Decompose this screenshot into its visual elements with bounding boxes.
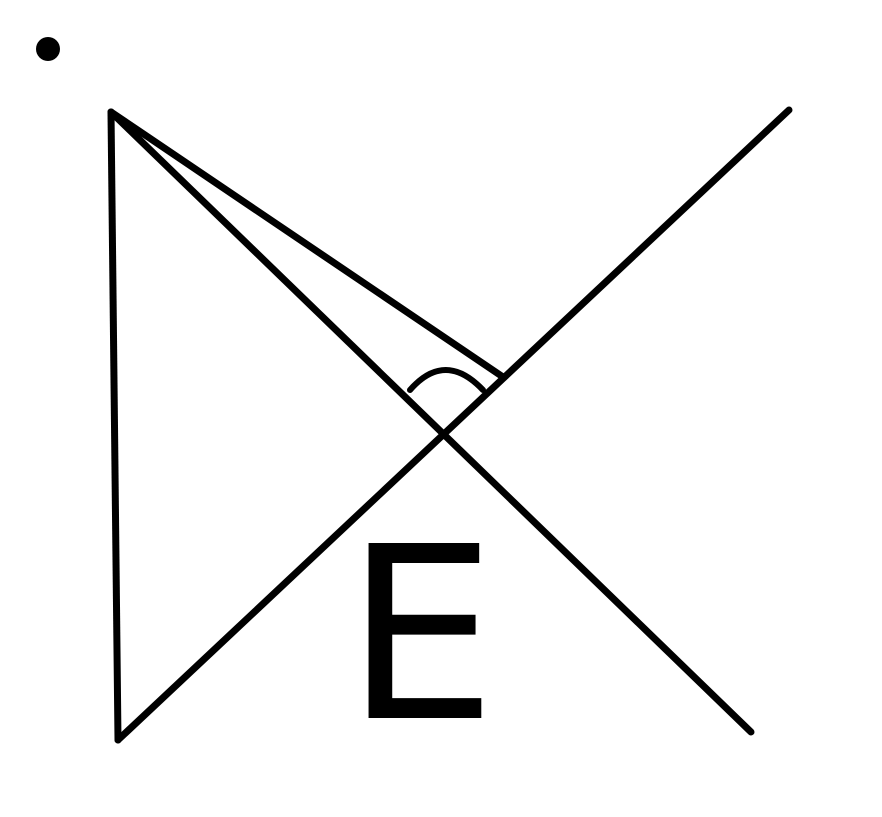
ascending-diagonal-line bbox=[114, 106, 793, 744]
angle-arc bbox=[407, 367, 486, 393]
upper-slanted-segment bbox=[107, 108, 507, 381]
left-vertical-segment bbox=[107, 108, 122, 744]
corner-dot bbox=[36, 37, 60, 61]
point-label-e: E bbox=[345, 495, 497, 775]
descending-diagonal-line bbox=[107, 108, 755, 736]
